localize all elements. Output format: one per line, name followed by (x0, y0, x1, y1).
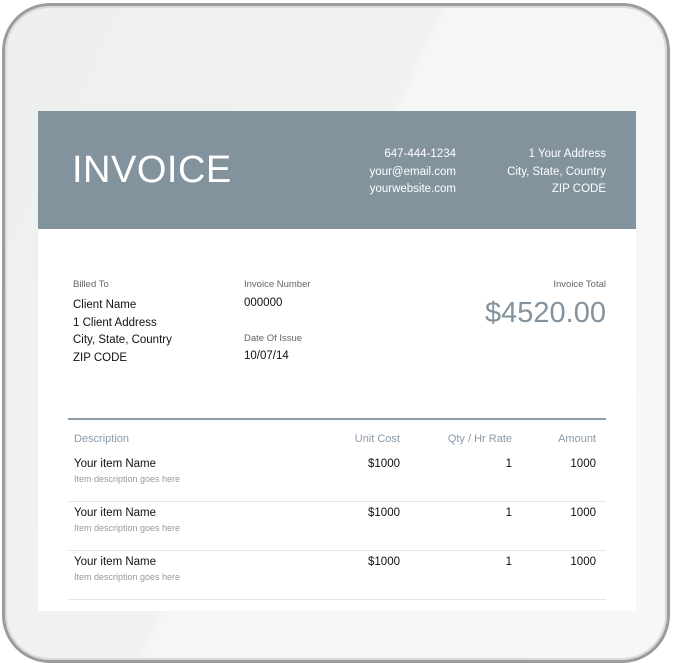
amount: 1000 (570, 556, 596, 568)
invoice-total: $4520.00 (485, 297, 606, 329)
invoice-total-label: Invoice Total (553, 279, 606, 290)
col-qty: Qty / Hr Rate (447, 433, 512, 445)
table-row: Your item Name Item description goes her… (68, 453, 606, 502)
item-name: Your item Name (74, 507, 157, 519)
unit-cost: $1000 (368, 556, 400, 568)
item-description: Item description goes here (74, 572, 181, 582)
website: yourwebsite.com (369, 183, 456, 195)
client-line: 1 Client Address (73, 316, 157, 329)
address-line: ZIP CODE (551, 183, 606, 195)
address-line: 1 Your Address (528, 148, 606, 160)
invoice-number-label: Invoice Number (244, 279, 311, 290)
unit-cost: $1000 (368, 458, 400, 470)
client-line: ZIP CODE (73, 352, 128, 365)
invoice-header: INVOICE 647-444-1234 your@email.com your… (38, 111, 636, 229)
email: your@email.com (369, 165, 456, 178)
date-of-issue-label: Date Of Issue (244, 333, 303, 344)
unit-cost: $1000 (368, 507, 400, 519)
item-name: Your item Name (74, 458, 157, 470)
col-description: Description (74, 433, 130, 445)
invoice-number: 000000 (244, 297, 283, 309)
item-description: Item description goes here (74, 523, 181, 533)
col-unit-cost: Unit Cost (354, 433, 400, 445)
table-rule (68, 418, 606, 420)
invoice-title: INVOICE (72, 149, 232, 191)
qty: 1 (505, 458, 512, 470)
amount: 1000 (570, 458, 596, 470)
billed-to: Client Name 1 Client Address City, State… (73, 297, 172, 368)
date-of-issue: 10/07/14 (244, 350, 289, 362)
contact-info: 647-444-1234 your@email.com yourwebsite.… (370, 146, 456, 199)
col-amount: Amount (558, 433, 596, 445)
invoice-sheet: INVOICE 647-444-1234 your@email.com your… (38, 111, 636, 611)
billed-to-label: Billed To (73, 279, 109, 290)
client-line: City, State, Country (73, 334, 172, 347)
item-name: Your item Name (74, 556, 157, 568)
qty: 1 (505, 507, 512, 519)
table-row: Your item Name Item description goes her… (68, 502, 606, 551)
phone: 647-444-1234 (384, 148, 456, 160)
sender-address: 1 Your Address City, State, Country ZIP … (507, 146, 606, 199)
table-row: Your item Name Item description goes her… (68, 551, 606, 600)
address-line: City, State, Country (507, 165, 606, 178)
client-line: Client Name (73, 299, 137, 311)
amount: 1000 (570, 507, 596, 519)
item-description: Item description goes here (74, 474, 181, 484)
qty: 1 (505, 556, 512, 568)
